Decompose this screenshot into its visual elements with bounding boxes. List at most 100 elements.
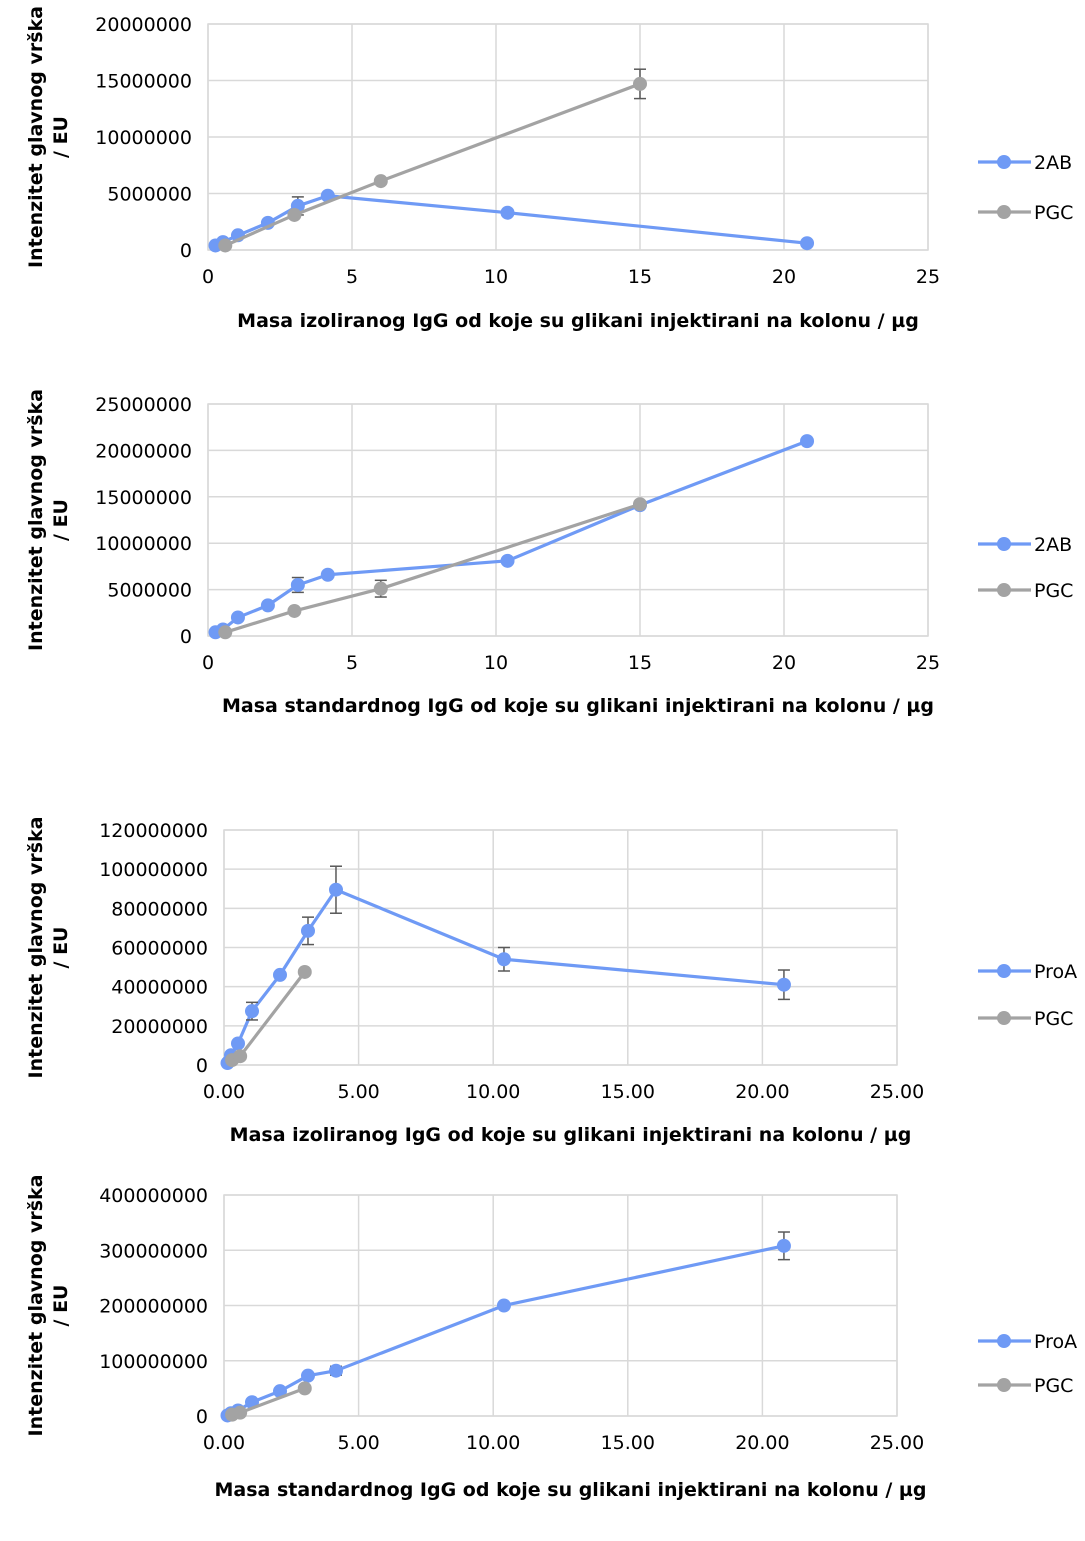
y-tick-label: 200000000 <box>99 1296 208 1318</box>
x-tick-label: 5.00 <box>337 1081 379 1103</box>
data-point-proa <box>776 977 791 992</box>
x-tick-label: 0.00 <box>203 1081 245 1103</box>
chart-4: 0 100000000 200000000 300000000 400000000 0.0… <box>25 1175 1077 1501</box>
data-point-proa <box>328 1363 343 1378</box>
x-tick-label: 0.00 <box>203 1432 245 1454</box>
x-axis-title: Masa standardnog IgG od koje su glikani … <box>222 695 934 717</box>
y-tick-label: 80000000 <box>111 898 208 920</box>
x-tick-label: 10.00 <box>466 1081 520 1103</box>
y-tick-label: 0 <box>196 1055 208 1077</box>
data-point-proa <box>244 1004 259 1019</box>
legend-marker-pgc <box>997 205 1011 219</box>
x-tick-label: 20 <box>772 652 796 674</box>
x-tick-label: 25 <box>916 266 940 288</box>
x-tick-label: 20 <box>772 266 796 288</box>
legend-marker-pgc <box>997 1011 1011 1025</box>
data-point-pgc <box>633 76 647 91</box>
data-point-pgc <box>297 1381 312 1396</box>
x-tick-label: 25.00 <box>870 1432 924 1454</box>
y-tick-label: 10000000 <box>95 127 192 149</box>
data-point-2ab <box>500 553 515 568</box>
x-tick-label: 5 <box>346 652 358 674</box>
y-tick-label: 15000000 <box>95 71 192 93</box>
data-point-2ab <box>320 567 335 582</box>
x-tick-label: 15 <box>628 652 652 674</box>
data-point-2ab <box>800 236 815 251</box>
data-point-pgc <box>297 964 312 979</box>
x-tick-label: 0 <box>202 652 214 674</box>
legend-label-2ab: 2AB <box>1034 534 1072 556</box>
plot-area <box>207 403 929 637</box>
data-point-proa <box>272 1384 287 1399</box>
data-point-pgc <box>373 581 388 596</box>
x-tick-label: 10 <box>484 266 508 288</box>
x-tick-label: 20.00 <box>735 1081 789 1103</box>
data-point-2ab <box>230 610 245 625</box>
y-tick-label: 0 <box>180 240 192 262</box>
y-tick-label: 0 <box>180 626 192 648</box>
data-point-proa <box>776 1238 791 1253</box>
x-axis-title: Masa izoliranog IgG od koje su glikani i… <box>230 1124 912 1146</box>
y-axis-title: Intenzitet glavnog vrška <box>25 1175 47 1437</box>
y-axis-title: Intenzitet glavnog vrška <box>25 389 47 651</box>
series-line-pgc <box>224 82 641 247</box>
legend-marker-proa <box>997 1334 1011 1348</box>
data-point-2ab <box>290 577 305 592</box>
legend-label-proa: ProA <box>1034 961 1077 983</box>
y-tick-label: 60000000 <box>111 938 208 960</box>
x-tick-label: 0 <box>202 266 214 288</box>
chart-3: 0 20000000 40000000 60000000 80000000 1000000… <box>25 817 1077 1146</box>
x-tick-label: 15.00 <box>601 1081 655 1103</box>
legend-marker-pgc <box>997 583 1011 597</box>
x-tick-label: 25.00 <box>870 1081 924 1103</box>
series-line-pgc <box>224 502 641 634</box>
y-tick-label: 120000000 <box>99 820 208 842</box>
y-tick-label: 400000000 <box>99 1185 208 1207</box>
y-tick-label: 25000000 <box>95 394 192 416</box>
legend-marker-proa <box>997 964 1011 978</box>
y-tick-label: 5000000 <box>107 184 192 206</box>
x-axis-title: Masa izoliranog IgG od koje su glikani i… <box>237 310 919 332</box>
y-axis-title: / EU <box>50 927 72 969</box>
data-point-2ab <box>800 434 815 449</box>
data-point-pgc <box>287 207 302 222</box>
series-line-proa <box>226 888 785 1064</box>
y-axis-title: / EU <box>50 499 72 541</box>
legend-label-pgc: PGC <box>1034 1008 1073 1030</box>
series-line-2ab <box>214 439 808 634</box>
y-axis-title: / EU <box>50 116 72 158</box>
data-point-2ab <box>260 598 275 613</box>
legend-marker-pgc <box>997 1378 1011 1392</box>
chart-2: 0 5000000 10000000 15000000 20000000 25000000… <box>25 389 1073 717</box>
y-tick-label: 20000000 <box>95 440 192 462</box>
y-tick-label: 15000000 <box>95 487 192 509</box>
y-tick-label: 0 <box>196 1406 208 1428</box>
legend-label-proa: ProA <box>1034 1331 1077 1353</box>
data-point-pgc <box>218 625 233 640</box>
y-tick-label: 100000000 <box>99 859 208 881</box>
y-tick-label: 5000000 <box>107 580 192 602</box>
x-tick-label: 20.00 <box>735 1432 789 1454</box>
y-axis-title: / EU <box>50 1285 72 1327</box>
legend-label-pgc: PGC <box>1034 202 1073 224</box>
y-tick-label: 10000000 <box>95 533 192 555</box>
data-point-proa <box>300 923 315 938</box>
legend-label-2ab: 2AB <box>1034 152 1072 174</box>
legend-label-pgc: PGC <box>1034 1375 1073 1397</box>
data-point-proa <box>272 967 287 982</box>
y-tick-label: 20000000 <box>95 14 192 36</box>
data-point-pgc <box>633 497 647 512</box>
y-tick-label: 40000000 <box>111 977 208 999</box>
data-point-pgc <box>373 174 388 189</box>
data-point-2ab <box>500 205 515 220</box>
data-point-proa <box>300 1368 315 1383</box>
x-tick-label: 25 <box>916 652 940 674</box>
data-point-proa <box>496 1298 511 1313</box>
data-point-proa <box>496 952 511 967</box>
data-point-proa <box>328 882 343 897</box>
x-tick-label: 10.00 <box>466 1432 520 1454</box>
data-point-pgc <box>218 238 233 253</box>
x-tick-label: 15 <box>628 266 652 288</box>
x-tick-label: 10 <box>484 652 508 674</box>
